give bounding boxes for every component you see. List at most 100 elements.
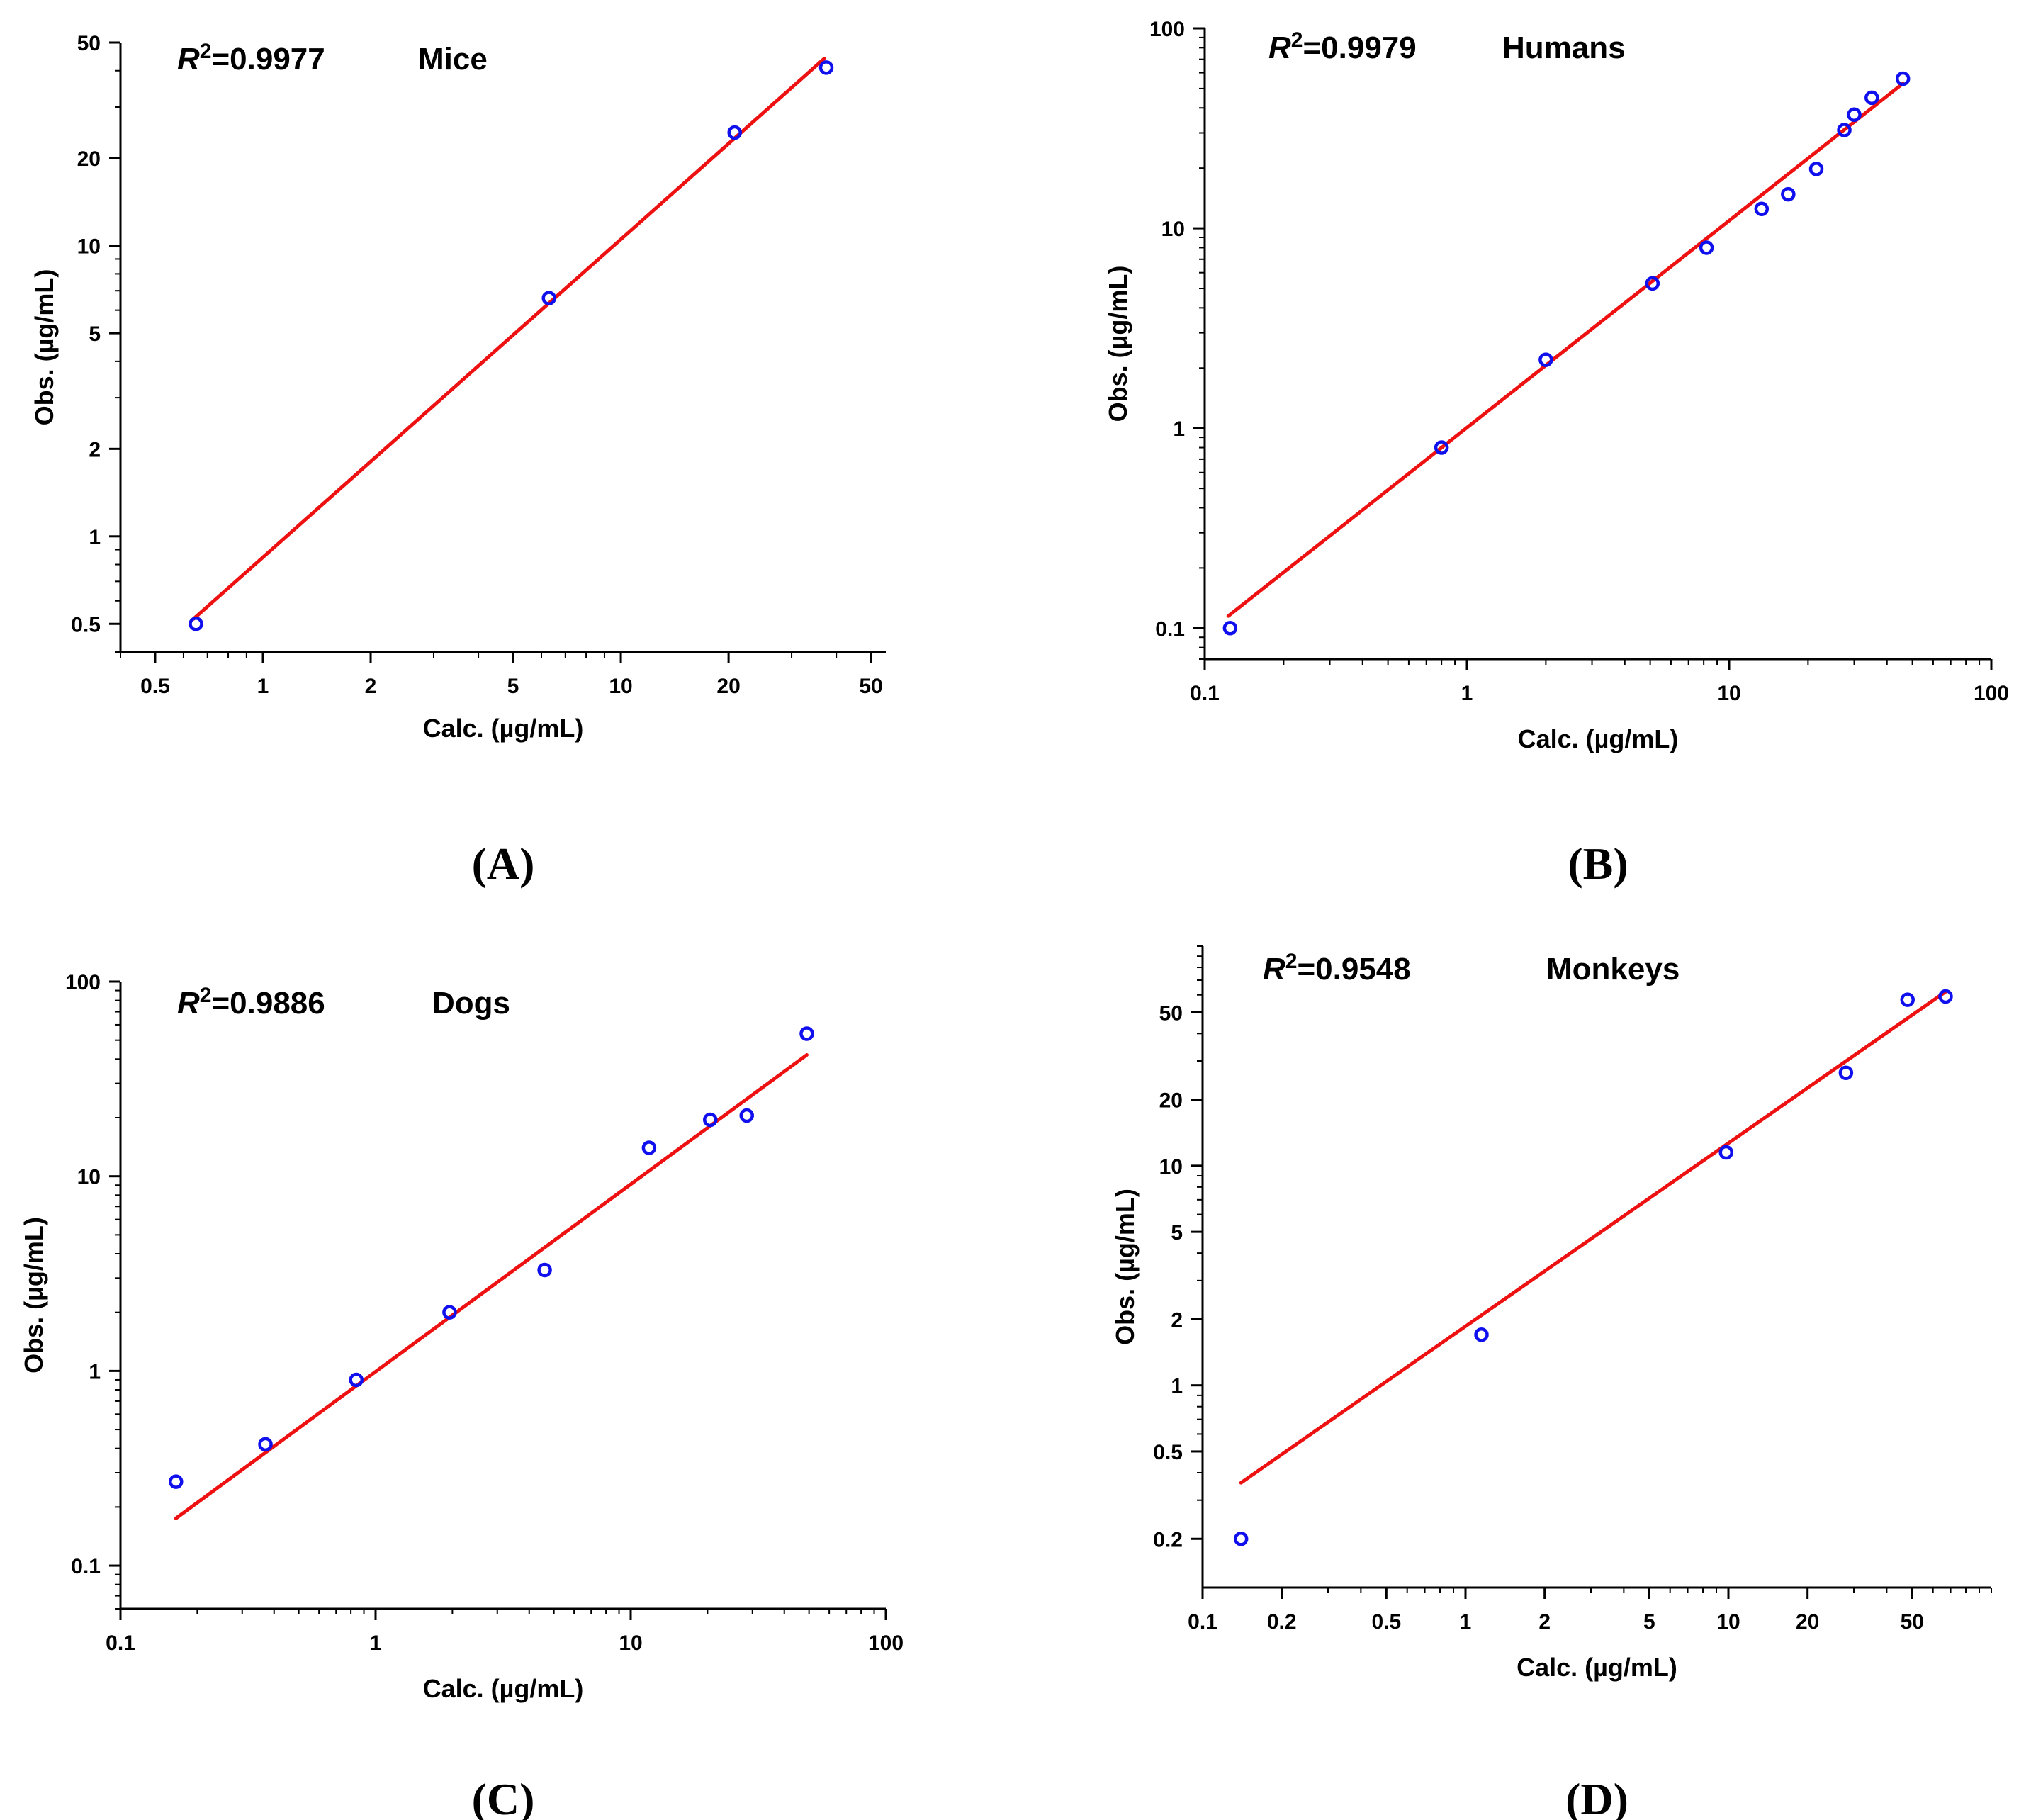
data-point [1864,90,1879,106]
y-tick-label: 20 [1159,1089,1183,1113]
y-tick-label: 1 [1173,417,1185,441]
r-superscript: 2 [1285,950,1298,973]
data-point [1938,989,1953,1004]
x-axis-title: Calc. (µg/mL) [423,714,584,743]
y-tick-label: 1 [1171,1375,1183,1398]
x-tick-label: 50 [859,675,882,698]
r-squared-annotation: R2=0.9979 [1268,28,1417,65]
x-tick-label: 1 [1461,682,1473,705]
y-axis-title: Obs. (µg/mL) [1110,1189,1140,1345]
y-axis-title: Obs. (µg/mL) [19,1217,48,1374]
x-axis-title: Calc. (µg/mL) [423,1674,584,1703]
y-tick-label: 0.5 [1153,1441,1183,1464]
x-tick-label: 2 [1538,1610,1551,1634]
panel-label: (B) [1568,838,1628,889]
r-value: =0.9979 [1303,30,1416,65]
x-tick-label: 5 [1643,1610,1655,1634]
r-symbol: R [1263,952,1285,987]
data-point [818,60,834,75]
data-point [727,125,742,140]
chart-panel-4: 0.1 0.2 0.5 1 2 5 10 20 50 0.2 0.5 1 2 5 10 20 50 Calc. (… [1110,945,1992,1820]
y-tick-label: 0.1 [1155,617,1185,641]
data-point [1718,1145,1733,1160]
data-point [169,1474,184,1489]
x-tick-label: 0.2 [1267,1610,1297,1634]
y-tick-label: 0.2 [1153,1528,1183,1551]
x-tick-label: 0.1 [1190,682,1220,705]
r-superscript: 2 [200,984,212,1007]
chart-title: Humans [1502,30,1626,65]
data-point [1837,123,1852,137]
data-point [1222,621,1238,636]
x-tick-label: 2 [365,675,377,698]
data-point [1838,1065,1854,1080]
x-tick-label: 20 [716,675,740,698]
chart-title: Mice [418,42,488,77]
x-tick-label: 1 [257,675,269,698]
x-tick-label: 10 [609,675,632,698]
r-value: =0.9977 [211,42,325,77]
r-squared-annotation: R2=0.9548 [1263,950,1411,987]
r-superscript: 2 [200,40,212,63]
data-point [641,1140,657,1155]
r-squared-annotation: R2=0.9886 [177,984,325,1021]
y-tick-label: 0.1 [71,1555,101,1578]
data-point [1900,992,1915,1007]
x-tick-label: 10 [619,1631,642,1655]
y-tick-label: 10 [77,235,101,259]
data-point [1895,71,1911,86]
r-value: =0.9886 [211,986,325,1021]
chart-panel-1: 0.5 1 2 5 10 20 50 0.5 1 2 5 10 20 50 Calc. (µg/mL) Obs… [30,32,886,889]
x-tick-label: 20 [1796,1610,1819,1634]
x-tick-label: 0.1 [106,1631,135,1655]
data-point [1434,440,1449,455]
chart-title: Monkeys [1546,952,1680,987]
data-point [537,1262,552,1278]
r-value: =0.9548 [1297,952,1410,987]
data-point [1645,276,1660,291]
data-point [1781,186,1796,202]
y-tick-label: 5 [89,322,101,346]
data-point [541,291,556,305]
y-tick-label: 1 [89,1360,101,1383]
y-tick-label: 100 [1149,18,1185,41]
y-tick-label: 10 [1159,1155,1183,1179]
y-tick-label: 5 [1171,1221,1183,1245]
y-tick-label: 10 [77,1166,101,1189]
data-point [799,1026,814,1041]
chart-title: Dogs [432,986,510,1021]
data-point [1538,352,1553,367]
y-tick-label: 0.5 [71,613,101,636]
y-tick-label: 2 [89,438,101,461]
fit-line [1239,989,1947,1485]
fit-line [174,1052,809,1520]
data-point [1808,162,1824,176]
x-tick-label: 5 [507,675,519,698]
data-point [189,617,203,631]
r-squared-annotation: R2=0.9977 [177,40,325,77]
y-tick-label: 2 [1171,1308,1183,1332]
panel-label: (C) [472,1774,535,1820]
y-tick-label: 1 [89,526,101,549]
x-tick-label: 0.1 [1188,1610,1217,1634]
data-point [258,1437,273,1452]
x-tick-label: 0.5 [140,675,170,698]
chart-panel-3: 0.1 1 10 100 0.1 1 10 100 Calc. (µg/mL) Obs. (µg/… [19,971,904,1820]
x-axis-title: Calc. (µg/mL) [1518,724,1679,753]
panel-label: (A) [472,838,535,889]
y-tick-label: 10 [1161,218,1185,241]
r-symbol: R [177,986,200,1021]
data-point [739,1108,754,1123]
y-axis-title: Obs. (µg/mL) [1103,266,1132,422]
data-point [442,1305,457,1320]
x-tick-label: 10 [1716,1610,1740,1634]
y-tick-label: 50 [1159,1001,1183,1025]
data-point [1233,1532,1249,1546]
data-point [1474,1327,1489,1342]
x-tick-label: 50 [1901,1610,1924,1634]
chart-panel-2: 0.1 1 10 100 0.1 1 10 100 Calc. (µg/mL) Obs. (µg/… [1103,18,2009,889]
r-superscript: 2 [1291,28,1303,52]
r-symbol: R [1268,30,1291,65]
fit-line [1226,82,1905,618]
